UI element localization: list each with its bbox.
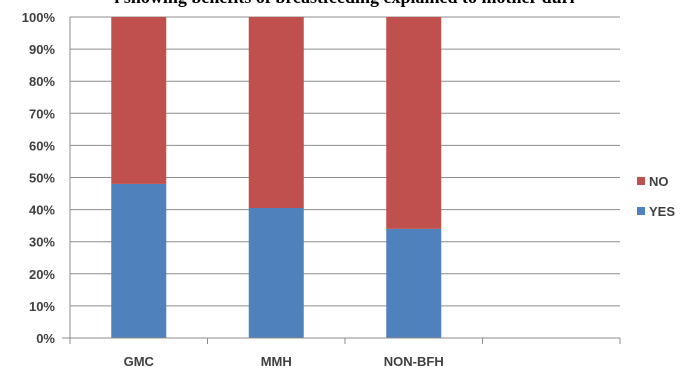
bar-no-non-bfh <box>386 17 442 229</box>
x-category-label: MMH <box>261 354 292 369</box>
category-labels: GMC MMH NON-BFH <box>124 354 444 369</box>
y-tick-label: 0% <box>36 331 55 346</box>
bar-yes-mmh <box>248 207 304 338</box>
bar-yes-gmc <box>111 183 167 338</box>
bar-yes-non-bfh <box>386 228 442 338</box>
legend-label-no: NO <box>649 174 669 189</box>
y-tick-label: 80% <box>29 74 55 89</box>
y-tick-label: 60% <box>29 138 55 153</box>
y-axis-tick-labels: 0% 10% 20% 30% 40% 50% 60% 70% 80% 90% 100% <box>22 10 56 346</box>
x-category-label: GMC <box>124 354 155 369</box>
y-tick-label: 10% <box>29 299 55 314</box>
y-tick-label: 50% <box>29 171 55 186</box>
y-tick-label: 70% <box>29 106 55 121</box>
chart-title: l showing benefits of breastfeeding expl… <box>0 0 689 8</box>
bars <box>111 17 442 338</box>
y-tick-label: 90% <box>29 42 55 57</box>
x-category-label: NON-BFH <box>384 354 444 369</box>
y-tick-label: 100% <box>22 10 56 25</box>
legend-swatch-yes <box>637 207 645 215</box>
bar-no-gmc <box>111 17 167 184</box>
bar-no-mmh <box>248 17 304 208</box>
axes <box>62 17 621 344</box>
y-tick-label: 20% <box>29 267 55 282</box>
legend: NO YES <box>637 174 675 219</box>
y-tick-label: 30% <box>29 235 55 250</box>
legend-swatch-no <box>637 177 645 185</box>
y-tick-label: 40% <box>29 203 55 218</box>
legend-label-yes: YES <box>649 204 675 219</box>
